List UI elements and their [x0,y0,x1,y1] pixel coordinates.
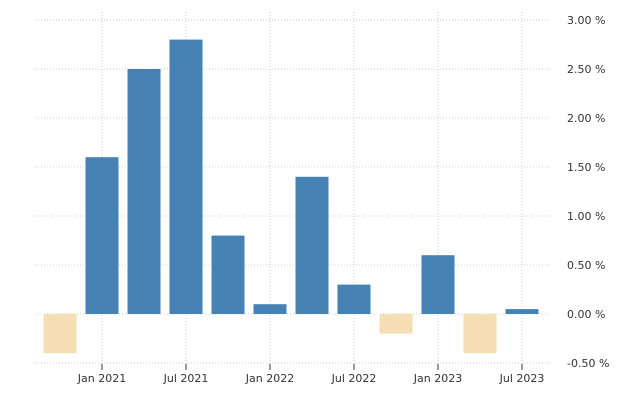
y-tick-label: -0.50 % [567,357,609,370]
y-tick-label: 2.00 % [567,112,605,125]
x-tick-label: Jan 2021 [77,372,126,385]
bar-layer [43,39,539,354]
bar-positive [295,176,329,314]
bar-positive [421,255,455,314]
y-axis-ticks: -0.50 % 0.00 % 0.50 % 1.00 % 1.50 % 2.00 % 2.5… [567,14,609,370]
bar-positive [505,309,539,314]
x-tick-label: Jan 2023 [413,372,462,385]
bar-positive [127,69,161,314]
x-tick-label: Jan 2022 [245,372,294,385]
y-tick-label: 2.50 % [567,63,605,76]
x-tick-label: Jul 2022 [331,372,377,385]
y-tick-label: 1.50 % [567,161,605,174]
y-tick-label: 0.00 % [567,308,605,321]
bar-negative [463,314,497,354]
bar-negative [43,314,77,354]
bar-positive [169,39,203,314]
bar-positive [85,157,119,314]
y-tick-label: 1.00 % [567,210,605,223]
x-axis-ticks: Jan 2021 Jul 2021 Jan 2022 Jul 2022 Jan 2023… [77,364,545,385]
x-tick-label: Jul 2021 [163,372,209,385]
bar-positive [211,235,245,314]
y-tick-label: 3.00 % [567,14,605,27]
bar-positive [253,304,287,314]
y-tick-label: 0.50 % [567,259,605,272]
bar-negative [379,314,413,334]
bar-positive [337,284,371,314]
x-tick-label: Jul 2023 [499,372,545,385]
